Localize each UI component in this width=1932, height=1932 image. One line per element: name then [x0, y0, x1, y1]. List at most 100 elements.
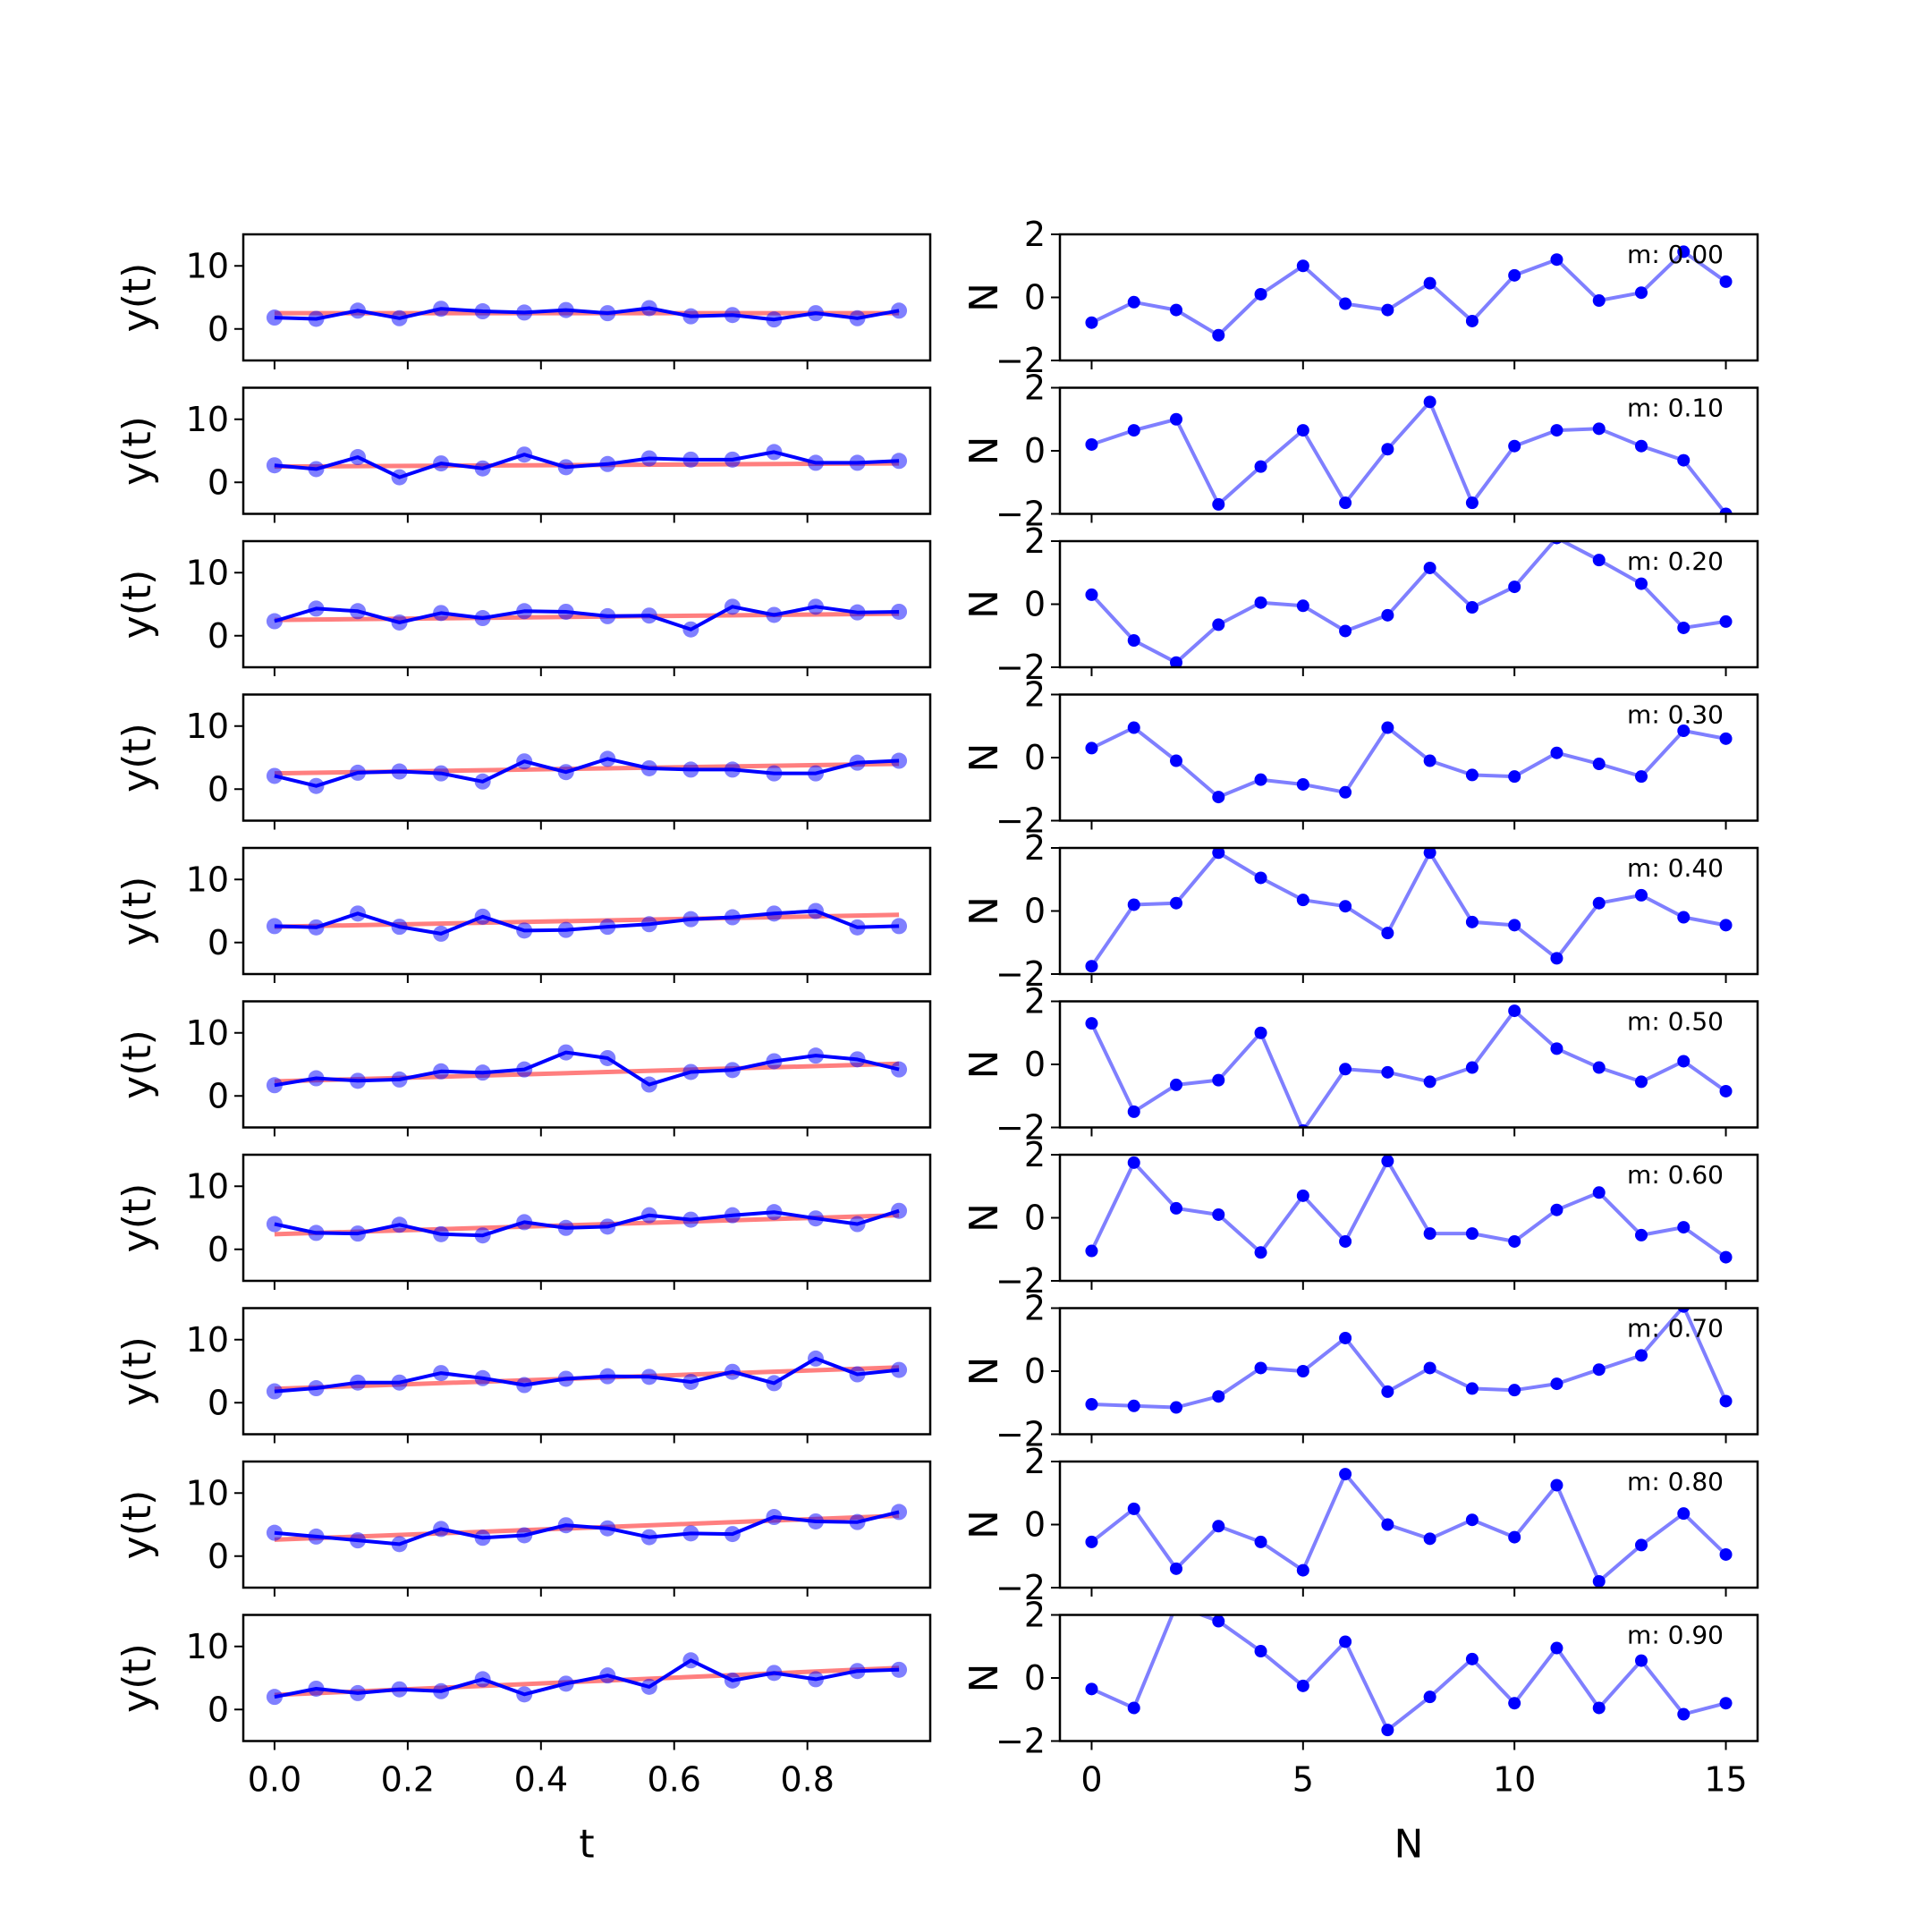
y-tick-label: 0 [1024, 431, 1046, 470]
data-point [1508, 580, 1521, 594]
data-point [1508, 770, 1521, 784]
data-point [1635, 1538, 1648, 1552]
left-panel-data-8 [266, 1504, 908, 1553]
y-tick-label: 0 [208, 769, 229, 809]
data-point [1339, 297, 1352, 310]
data-point [1465, 1513, 1479, 1527]
y-tick-label: −2 [996, 495, 1046, 534]
y-axis-label: N [962, 1357, 1007, 1386]
data-point [1296, 1365, 1309, 1377]
data-point [1254, 1535, 1267, 1548]
data-point [1677, 1507, 1690, 1521]
data-point [1296, 777, 1309, 791]
data-point [1423, 276, 1436, 290]
y-tick-label: −2 [996, 1722, 1046, 1761]
data-point [1085, 316, 1098, 329]
series-line [274, 605, 900, 631]
data-point [1381, 1065, 1394, 1079]
right-panel-data-6 [1085, 1155, 1733, 1264]
data-point [1085, 1535, 1098, 1548]
x-tick-label: 10 [1493, 1760, 1536, 1800]
data-point [1508, 1530, 1521, 1544]
y-tick-label: 0 [208, 1537, 229, 1576]
data-point [1465, 1652, 1479, 1665]
y-tick-label: 2 [1024, 1442, 1046, 1481]
slope-annotation: m: 0.90 [1627, 1621, 1724, 1650]
data-point [1423, 395, 1436, 409]
data-point [1719, 732, 1733, 745]
data-point [1085, 1244, 1098, 1258]
x-tick-label: 0.6 [648, 1760, 701, 1800]
data-point [1592, 1061, 1606, 1074]
data-point [1719, 1250, 1733, 1264]
y-axis-label: N [962, 589, 1007, 619]
right-panel-data-9 [1085, 1614, 1733, 1737]
data-point [1465, 314, 1479, 327]
data-point [1296, 1679, 1309, 1692]
data-point [1170, 412, 1182, 426]
y-tick-label: 2 [1024, 1135, 1046, 1174]
data-point [1719, 507, 1733, 514]
y-axis-label: y(t) [114, 877, 160, 946]
data-point [1170, 754, 1182, 767]
right-panel-7: m: 0.70 −2 0 2N [962, 1289, 1759, 1454]
right-panel-0: m: 0.00 −2 0 2N [962, 215, 1759, 380]
y-tick-label: 10 [186, 1627, 229, 1666]
data-point [1465, 496, 1479, 510]
data-point [1635, 888, 1648, 902]
y-tick-label: 10 [186, 860, 229, 899]
y-axis-label: N [962, 283, 1007, 312]
data-point [1465, 768, 1479, 782]
y-tick-label: 0 [1024, 1352, 1046, 1391]
x-tick-label: 0 [1080, 1760, 1102, 1800]
data-point [1508, 1004, 1521, 1018]
data-point [1381, 303, 1394, 317]
data-point [1635, 286, 1648, 300]
data-point [1677, 1308, 1690, 1313]
left-panel-4: 0 10 y(t) [114, 846, 932, 983]
data-point [1212, 791, 1225, 804]
left-panel-8: 0 10 y(t) [114, 1460, 932, 1597]
data-point [1550, 952, 1563, 965]
series-line [274, 757, 900, 788]
series-line [1090, 400, 1728, 514]
left-x-axis-label: t [579, 1822, 594, 1868]
data-point [1127, 1399, 1140, 1412]
data-point [1508, 919, 1521, 932]
data-point [1296, 599, 1309, 613]
axes-frame [242, 1460, 932, 1589]
left-panel-6: 0 10 y(t) [114, 1153, 932, 1290]
data-point [1381, 608, 1394, 622]
y-axis-label: N [962, 1050, 1007, 1080]
data-point [1170, 1562, 1182, 1575]
slope-annotation: m: 0.30 [1627, 700, 1724, 730]
data-point [1170, 656, 1182, 667]
data-point [1592, 1701, 1606, 1715]
axes-frame [242, 1153, 932, 1283]
y-tick-label: −2 [996, 341, 1046, 380]
y-tick-label: 0 [208, 616, 229, 656]
y-tick-label: 0 [1024, 738, 1046, 777]
left-panel-data-1 [266, 444, 908, 486]
y-tick-label: −2 [996, 1568, 1046, 1607]
series-line [1089, 851, 1726, 968]
left-panel-data-9 [266, 1652, 908, 1706]
y-axis-label: N [962, 896, 1007, 926]
data-point [1423, 848, 1436, 860]
y-tick-label: 10 [186, 400, 229, 439]
data-point [1719, 919, 1733, 932]
data-point [1677, 724, 1690, 738]
data-point [1254, 1026, 1267, 1039]
data-point [1339, 1063, 1352, 1076]
y-tick-label: 0 [208, 309, 229, 349]
series-line [274, 1050, 900, 1088]
data-point [1212, 618, 1225, 631]
trend-line [274, 1213, 900, 1237]
y-axis-label: N [962, 1203, 1007, 1233]
data-point [1085, 437, 1098, 451]
data-point [1465, 915, 1479, 928]
data-point [1127, 424, 1140, 437]
right-panel-data-0 [1085, 245, 1733, 342]
right-panel-data-3 [1085, 721, 1733, 804]
data-point [1677, 1221, 1690, 1234]
